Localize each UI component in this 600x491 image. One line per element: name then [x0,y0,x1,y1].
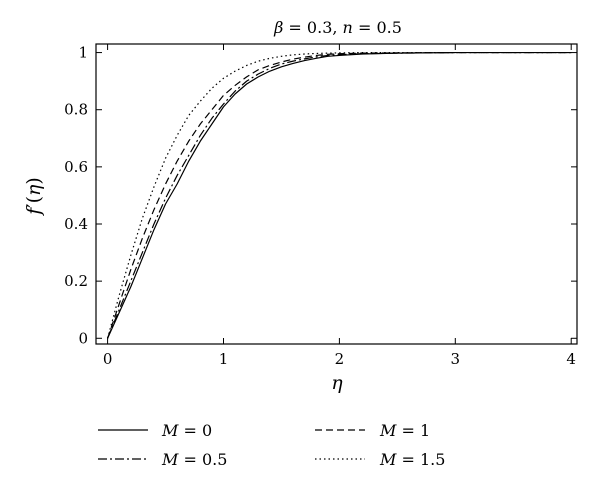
y-tick-label-2: 0.4 [64,215,88,233]
legend-var-m15: M [379,450,397,469]
y-tick-labels: 0 0.2 0.4 0.6 0.8 1 [64,44,88,348]
y-tick-label-0: 0 [78,329,88,347]
y-tick-label-5: 1 [78,44,88,62]
chart-title: β = 0.3, n = 0.5 [273,18,402,37]
series-line-0 [107,51,572,339]
series-line-3 [107,51,572,339]
legend-item-m05: M = 0.5 [98,450,227,469]
legend-val-m05: = 0.5 [178,450,227,469]
legend-val-m0: = 0 [178,421,212,440]
axis-ticks [96,44,577,344]
legend-label-m0: M = 0 [161,421,212,440]
x-tick-label-0: 0 [103,350,113,368]
legend-var-m0: M [161,421,179,440]
legend-item-m1: M = 1 [315,421,430,440]
y-axis-label-f: f [23,205,45,217]
x-tick-label-2: 2 [335,350,345,368]
legend-label-m05: M = 0.5 [161,450,227,469]
title-beta-value: = 0.3, [283,18,342,37]
x-tick-label-3: 3 [451,350,461,368]
title-n-value: = 0.5 [353,18,402,37]
y-tick-label-1: 0.2 [64,272,88,290]
title-n-symbol: n [343,18,353,37]
series-lines [107,51,572,339]
legend-label-m15: M = 1.5 [379,450,445,469]
legend-val-m1: = 1 [396,421,430,440]
legend: M = 0 M = 0.5 M = 1 M = 1.5 [98,421,445,469]
y-tick-label-3: 0.6 [64,158,88,176]
x-tick-label-4: 4 [566,350,576,368]
legend-item-m0: M = 0 [98,421,212,440]
title-beta-symbol: β [273,18,283,37]
legend-val-m15: = 1.5 [396,450,445,469]
y-axis-label-open: ( [23,196,45,203]
legend-var-m05: M [161,450,179,469]
x-axis-label: η [331,372,343,394]
y-axis-label-var: η [23,184,45,196]
series-line-2 [107,51,572,339]
plot-frame [95,43,578,345]
y-axis-label: f′(η) [23,177,45,217]
y-axis-label-close: ) [23,177,45,184]
y-axis-label-prime: ′ [23,203,45,207]
series-line-1 [107,51,572,339]
x-tick-label-1: 1 [219,350,229,368]
x-tick-labels: 0 1 2 3 4 [103,350,576,368]
y-tick-label-4: 0.8 [64,101,88,119]
legend-item-m15: M = 1.5 [315,450,445,469]
legend-var-m1: M [379,421,397,440]
legend-label-m1: M = 1 [379,421,430,440]
